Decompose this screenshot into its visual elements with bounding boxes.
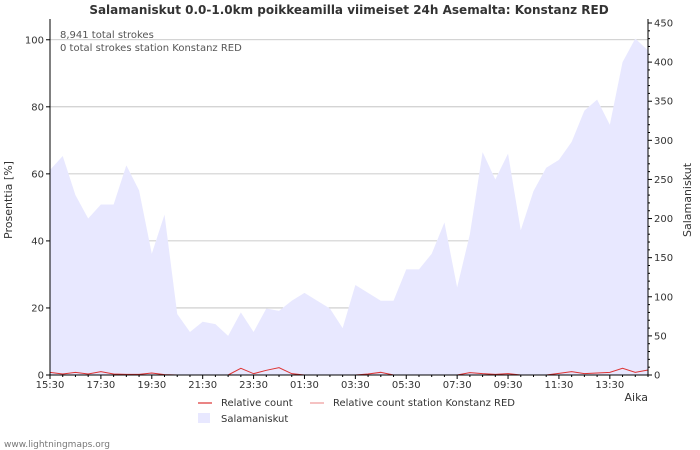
right-tick-label: 50 [654, 331, 667, 342]
right-axis-label: Salamaniskut [681, 162, 694, 237]
plot-area: 0 20 40 60 80 100 0 50 100 150 200 250 300 350 400 450… [25, 19, 673, 392]
x-tick-label: 09:30 [494, 380, 523, 391]
axes [49, 19, 652, 376]
x-tick-label: 05:30 [392, 380, 421, 391]
x-axis-ticks: 15:30 17:30 19:30 21:30 23:30 01:30 03:30 05:30… [36, 375, 649, 391]
left-tick-label: 40 [31, 236, 44, 247]
right-tick-label: 100 [654, 292, 673, 303]
x-axis-label: Aika [625, 391, 649, 404]
legend-relative-label: Relative count [221, 398, 293, 409]
x-tick-label: 13:30 [595, 380, 624, 391]
chart-title: Salamaniskut 0.0-1.0km poikkeamilla viim… [89, 3, 608, 17]
left-tick-label: 0 [38, 371, 44, 382]
station-strokes-note: 0 total strokes station Konstanz RED [60, 43, 242, 54]
left-axis-ticks: 0 20 40 60 80 100 [25, 35, 50, 382]
left-tick-label: 80 [31, 102, 44, 113]
legend: Relative count Relative count station Ko… [198, 398, 515, 425]
legend-station-label: Relative count station Konstanz RED [333, 398, 515, 409]
right-tick-label: 150 [654, 253, 673, 264]
right-tick-label: 0 [654, 371, 660, 382]
x-tick-label: 15:30 [36, 380, 65, 391]
x-tick-label: 01:30 [290, 380, 319, 391]
x-tick-label: 11:30 [545, 380, 574, 391]
right-tick-label: 400 [654, 58, 673, 69]
legend-strokes-swatch [198, 413, 210, 423]
legend-strokes-label: Salamaniskut [221, 414, 288, 425]
left-axis-label: Prosenttia [%] [2, 161, 15, 239]
x-tick-label: 21:30 [188, 380, 217, 391]
x-tick-label: 17:30 [86, 380, 115, 391]
right-tick-label: 450 [654, 19, 673, 30]
left-tick-label: 60 [31, 169, 44, 180]
x-tick-label: 19:30 [137, 380, 166, 391]
right-tick-label: 250 [654, 175, 673, 186]
left-tick-label: 20 [31, 303, 44, 314]
site-credit: www.lightningmaps.org [4, 440, 110, 450]
right-tick-label: 350 [654, 97, 673, 108]
right-tick-label: 300 [654, 136, 673, 147]
left-tick-label: 100 [25, 35, 44, 46]
right-axis-ticks: 0 50 100 150 200 250 300 350 400 450 [648, 19, 673, 382]
x-tick-label: 03:30 [341, 380, 370, 391]
x-tick-label: 23:30 [239, 380, 268, 391]
total-strokes-note: 8,941 total strokes [60, 30, 154, 41]
strokes-area [50, 38, 648, 376]
x-tick-label: 07:30 [443, 380, 472, 391]
right-tick-label: 200 [654, 214, 673, 225]
